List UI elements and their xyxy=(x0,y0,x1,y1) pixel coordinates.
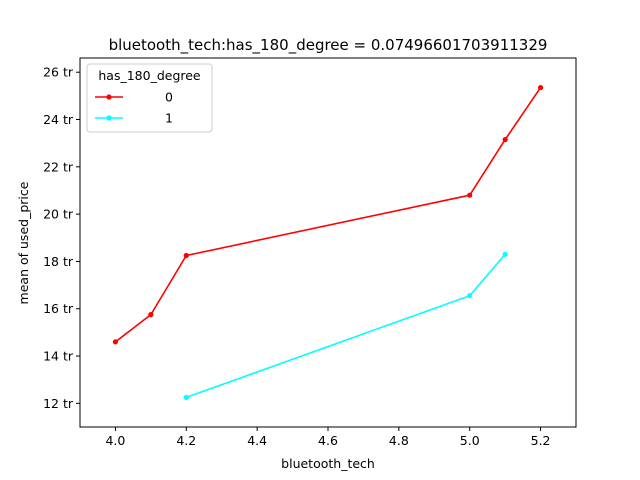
series-line-0 xyxy=(114,87,542,343)
x-tick-label: 5.0 xyxy=(460,433,480,448)
y-tick-label: 18 tr xyxy=(43,254,74,269)
y-axis-ticks: 12 tr 14 tr 16 tr 18 tr 20 tr 22 tr 24 tr 26 tr xyxy=(43,65,80,411)
legend-label: 0 xyxy=(165,90,173,105)
data-point xyxy=(502,251,508,257)
legend-swatch-marker xyxy=(106,94,112,100)
x-axis-ticks: 4.0 4.2 4.4 4.6 4.8 5.0 5.2 xyxy=(105,427,551,448)
legend: has_180_degree 01 xyxy=(86,63,213,133)
x-tick-label: 4.6 xyxy=(318,433,338,448)
y-tick-label: 14 tr xyxy=(43,349,74,364)
y-tick-label: 24 tr xyxy=(43,112,74,127)
series-layer xyxy=(112,84,544,401)
legend-title: has_180_degree xyxy=(98,68,201,83)
legend-swatch-marker xyxy=(106,115,112,121)
x-axis-label: bluetooth_tech xyxy=(281,456,375,471)
legend-label: 1 xyxy=(165,111,173,126)
data-point xyxy=(467,192,473,198)
data-point xyxy=(183,394,189,401)
data-point xyxy=(502,137,508,143)
y-tick-label: 20 tr xyxy=(43,207,74,222)
x-tick-label: 4.4 xyxy=(247,433,267,448)
y-tick-label: 22 tr xyxy=(43,159,74,174)
data-point xyxy=(537,84,544,91)
data-point xyxy=(183,252,189,259)
x-tick-label: 4.0 xyxy=(105,433,125,448)
data-point xyxy=(148,312,154,318)
y-tick-label: 26 tr xyxy=(43,65,74,80)
data-point xyxy=(467,293,473,299)
x-tick-label: 4.8 xyxy=(389,433,409,448)
legend-box xyxy=(86,63,213,133)
y-tick-label: 12 tr xyxy=(43,396,74,411)
data-point xyxy=(112,339,119,345)
y-axis-label: mean of used_price xyxy=(16,181,31,304)
x-tick-label: 5.2 xyxy=(531,433,551,448)
chart-title: bluetooth_tech:has_180_degree = 0.074966… xyxy=(109,36,548,55)
x-tick-label: 4.2 xyxy=(176,433,196,448)
legend-entries: 01 xyxy=(95,90,173,126)
y-tick-label: 16 tr xyxy=(43,301,74,316)
